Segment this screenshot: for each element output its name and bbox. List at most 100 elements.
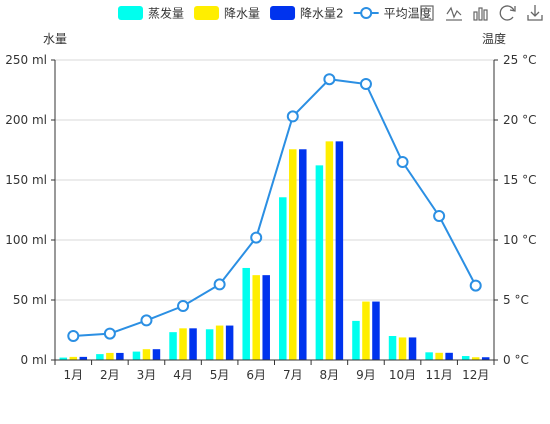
x-tick-label: 9月 [356,368,376,382]
line-point[interactable] [213,278,226,291]
legend-swatch [194,6,220,20]
legend-item[interactable]: 降水量 [194,6,260,21]
bar[interactable] [96,354,104,360]
bar[interactable] [299,149,307,360]
bar[interactable] [252,275,260,360]
y-right-tick-label: 5 °C [503,293,529,307]
bar[interactable] [69,356,78,360]
bar[interactable] [471,357,480,360]
download-icon[interactable] [525,3,545,23]
bar[interactable] [325,141,334,360]
line-point[interactable] [140,314,153,327]
bar[interactable] [461,356,470,360]
bar[interactable] [169,332,177,360]
legend-label: 降水量 [224,7,260,21]
bar[interactable] [435,352,443,360]
line-point[interactable] [177,300,190,312]
line-point[interactable] [433,210,446,222]
bar-layer [59,141,490,360]
bar[interactable] [445,352,453,360]
x-tick-label: 1月 [63,368,83,382]
x-tick-label: 6月 [246,368,266,382]
line-layer [67,73,482,342]
y-axis-right-title: 温度 [482,31,506,46]
bar[interactable] [116,352,124,360]
line-point[interactable] [67,330,80,342]
x-tick-label: 2月 [100,368,120,382]
bar[interactable] [59,357,68,360]
bar[interactable] [335,141,344,360]
temperature-line [73,78,477,337]
legend-label: 降水量2 [300,7,344,21]
restore-icon[interactable] [498,3,518,23]
x-tick-label: 5月 [210,368,230,382]
legend-item[interactable]: 降水量2 [270,6,344,21]
bar[interactable] [132,351,141,360]
line-point[interactable] [286,110,299,123]
bar[interactable] [242,267,250,360]
legend-item[interactable]: 平均温度 [353,6,432,21]
bar[interactable] [262,275,270,360]
bar-chart-icon[interactable] [471,3,491,23]
y-left-tick-label: 100 ml [5,233,47,247]
y-right-tick-label: 0 °C [503,353,529,367]
x-tick-label: 11月 [425,368,452,382]
line-point[interactable] [396,156,409,168]
legend-label: 平均温度 [384,6,432,21]
line-point[interactable] [469,279,482,292]
y-axis-left-title: 水量 [43,32,67,46]
line-point[interactable] [359,78,372,90]
y-left-tick-label: 200 ml [5,113,47,127]
legend: 蒸发量 降水量 降水量2 平均温度 [118,6,432,21]
bar[interactable] [289,149,297,360]
legend-swatch [270,6,296,20]
bar[interactable] [205,329,214,360]
bar[interactable] [106,352,114,360]
legend-item[interactable]: 蒸发量 [118,6,184,21]
x-tick-label: 4月 [173,368,193,382]
y-right-tick-label: 15 °C [503,173,536,187]
x-tick-label: 10月 [389,368,416,382]
line-point[interactable] [250,231,263,244]
y-left-tick-label: 250 ml [5,53,47,67]
y-right-tick-label: 20 °C [503,113,536,127]
bar[interactable] [425,352,433,360]
y-left-tick-label: 150 ml [5,173,47,187]
bar[interactable] [189,328,197,360]
line-point[interactable] [323,73,336,86]
save-image-icon[interactable] [417,3,437,23]
bar[interactable] [279,197,287,360]
legend-point-swatch [360,7,373,19]
line-point[interactable] [103,327,116,340]
bar[interactable] [481,357,490,360]
bar[interactable] [352,320,360,360]
bar[interactable] [372,301,380,360]
bar[interactable] [79,356,88,360]
legend-label: 蒸发量 [148,6,184,21]
x-tick-label: 3月 [137,368,157,382]
x-tick-label: 7月 [283,368,303,382]
x-tick-label: 8月 [320,368,340,382]
line-chart-icon[interactable] [444,3,464,23]
y-left-tick-label: 0 ml [21,353,47,367]
y-right-tick-label: 25 °C [503,53,536,67]
bar[interactable] [142,349,151,360]
bar[interactable] [179,328,187,360]
bar[interactable] [388,336,397,360]
tick-layer: 0 ml 0 °C 50 ml 5 °C 100 ml 10 °C 150 ml 15 °C 2… [5,53,536,382]
bar[interactable] [215,325,224,360]
toolbox [417,3,545,23]
legend-swatch [118,6,143,20]
bar[interactable] [408,337,417,360]
axis-layer: 水量 温度 [43,31,506,361]
y-right-tick-label: 10 °C [503,233,536,247]
bar[interactable] [315,165,324,360]
x-tick-label: 12月 [462,368,489,382]
y-left-tick-label: 50 ml [13,293,47,307]
bar[interactable] [152,349,161,360]
bar[interactable] [398,337,407,360]
bar[interactable] [362,301,370,360]
bar[interactable] [225,325,234,360]
